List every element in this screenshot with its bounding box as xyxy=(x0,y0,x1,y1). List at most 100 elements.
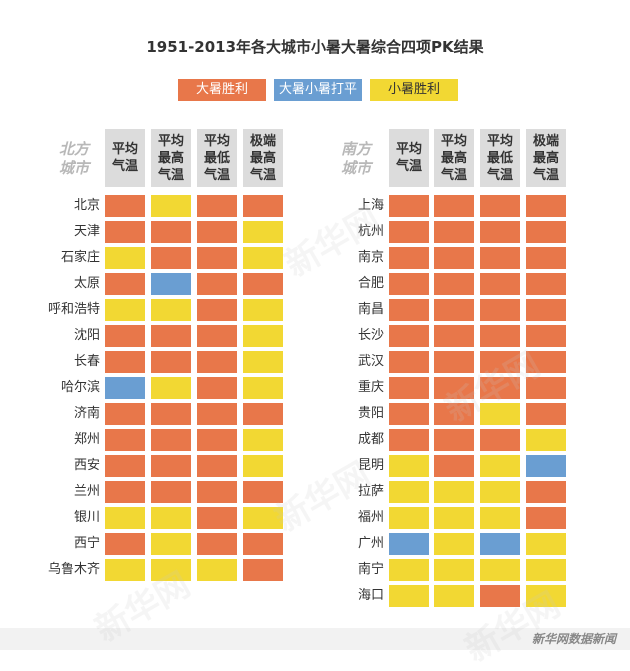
result-cell xyxy=(151,377,191,399)
result-cell xyxy=(151,533,191,555)
city-label: 长沙 xyxy=(357,328,384,343)
column-header: 平均 最高 气温 xyxy=(434,129,474,187)
result-cell xyxy=(105,403,145,425)
result-cell xyxy=(434,481,474,503)
result-cell xyxy=(434,585,474,607)
result-cell xyxy=(243,325,283,347)
result-cell xyxy=(105,299,145,321)
result-cell xyxy=(151,299,191,321)
result-cell xyxy=(389,273,429,295)
result-cell xyxy=(151,481,191,503)
result-cell xyxy=(434,403,474,425)
footer-band xyxy=(0,628,630,650)
city-label: 福州 xyxy=(357,510,384,525)
result-cell xyxy=(389,299,429,321)
result-cell xyxy=(151,247,191,269)
result-cell xyxy=(480,351,520,373)
result-cell xyxy=(480,299,520,321)
result-cell xyxy=(526,299,566,321)
result-cell xyxy=(197,455,237,477)
result-cell xyxy=(105,221,145,243)
result-cell xyxy=(105,351,145,373)
result-cell xyxy=(105,507,145,529)
result-cell xyxy=(480,195,520,217)
result-cell xyxy=(243,247,283,269)
city-label: 成都 xyxy=(357,432,384,447)
result-cell xyxy=(434,247,474,269)
result-cell xyxy=(151,221,191,243)
result-cell xyxy=(197,403,237,425)
legend-item-dashu-win: 大暑胜利 xyxy=(178,79,266,101)
city-label: 昆明 xyxy=(357,458,384,473)
result-cell xyxy=(526,455,566,477)
result-cell xyxy=(151,507,191,529)
result-cell xyxy=(197,299,237,321)
column-header: 平均 最低 气温 xyxy=(480,129,520,187)
result-cell xyxy=(243,533,283,555)
result-cell xyxy=(389,351,429,373)
result-cell xyxy=(197,507,237,529)
result-cell xyxy=(105,325,145,347)
result-cell xyxy=(389,481,429,503)
city-label: 北京 xyxy=(73,198,100,213)
result-cell xyxy=(197,325,237,347)
city-label: 兰州 xyxy=(73,484,100,499)
result-cell xyxy=(105,559,145,581)
city-label: 西宁 xyxy=(73,536,100,551)
city-label: 南京 xyxy=(357,250,384,265)
city-label: 上海 xyxy=(357,198,384,213)
column-header: 平均 气温 xyxy=(105,129,145,187)
column-header: 平均 最低 气温 xyxy=(197,129,237,187)
result-cell xyxy=(480,429,520,451)
city-label: 西安 xyxy=(73,458,100,473)
result-cell xyxy=(526,481,566,503)
result-cell xyxy=(197,377,237,399)
result-cell xyxy=(151,429,191,451)
result-cell xyxy=(480,403,520,425)
result-cell xyxy=(526,351,566,373)
result-cell xyxy=(526,585,566,607)
result-cell xyxy=(526,403,566,425)
result-cell xyxy=(389,325,429,347)
result-cell xyxy=(434,559,474,581)
result-cell xyxy=(480,325,520,347)
result-cell xyxy=(151,403,191,425)
result-cell xyxy=(434,377,474,399)
result-cell xyxy=(389,377,429,399)
result-cell xyxy=(105,481,145,503)
result-cell xyxy=(105,377,145,399)
result-cell xyxy=(526,325,566,347)
column-header: 平均 最高 气温 xyxy=(151,129,191,187)
result-cell xyxy=(105,273,145,295)
result-cell xyxy=(389,221,429,243)
result-cell xyxy=(243,481,283,503)
result-cell xyxy=(480,377,520,399)
result-cell xyxy=(243,455,283,477)
result-cell xyxy=(434,325,474,347)
result-cell xyxy=(526,273,566,295)
result-cell xyxy=(243,195,283,217)
region-label: 北方 城市 xyxy=(58,140,89,177)
result-cell xyxy=(480,533,520,555)
city-label: 太原 xyxy=(73,276,100,291)
city-label: 天津 xyxy=(73,224,100,239)
result-cell xyxy=(526,507,566,529)
city-label: 郑州 xyxy=(73,432,100,447)
city-label: 石家庄 xyxy=(60,250,100,265)
result-cell xyxy=(151,273,191,295)
result-cell xyxy=(243,403,283,425)
result-cell xyxy=(389,455,429,477)
result-cell xyxy=(526,559,566,581)
column-header: 极端 最高 气温 xyxy=(526,129,566,187)
result-cell xyxy=(480,585,520,607)
city-label: 合肥 xyxy=(357,276,384,291)
result-cell xyxy=(526,221,566,243)
result-cell xyxy=(151,325,191,347)
result-cell xyxy=(151,455,191,477)
result-cell xyxy=(197,351,237,373)
result-cell xyxy=(526,247,566,269)
result-cell xyxy=(389,429,429,451)
result-cell xyxy=(434,533,474,555)
city-label: 海口 xyxy=(357,588,384,603)
result-cell xyxy=(480,481,520,503)
